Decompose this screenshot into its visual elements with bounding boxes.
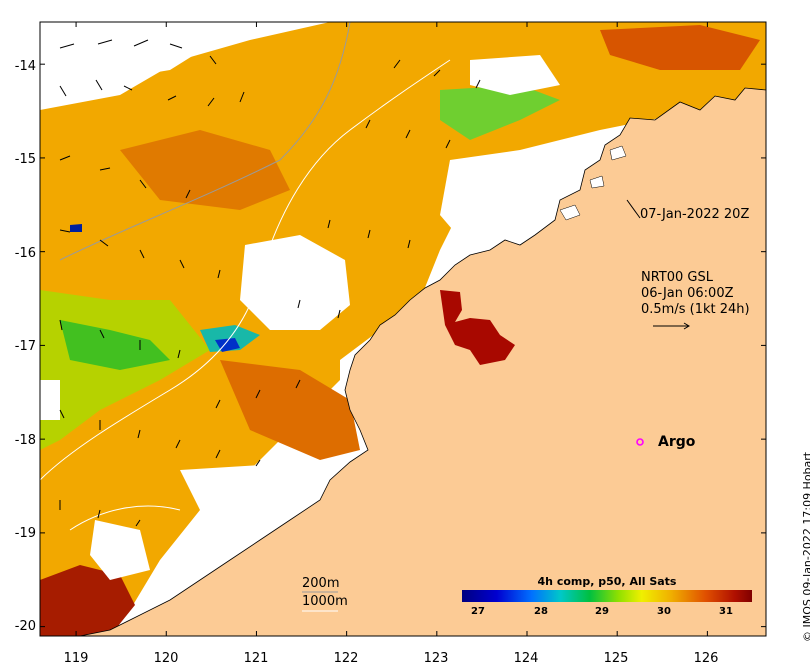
y-tick-label: -19 — [14, 526, 36, 541]
current-model-label: NRT00 GSL — [641, 270, 713, 285]
cloud-gaps — [40, 30, 560, 580]
sst-hot-patch — [120, 130, 290, 210]
x-tick-label: 120 — [153, 651, 179, 666]
x-tick-label: 125 — [603, 651, 629, 666]
coastal-islands — [559, 145, 627, 221]
map-area — [40, 22, 766, 636]
sst-hot-patch — [220, 360, 360, 460]
y-tick-label: -20 — [14, 619, 36, 634]
current-vectors — [59, 39, 481, 527]
y-tick-label: -16 — [14, 246, 36, 261]
x-tick-label: 124 — [513, 651, 539, 666]
land-mass — [79, 87, 766, 636]
x-tick-label: 123 — [423, 651, 449, 666]
contour-200-label: 200m — [302, 576, 340, 591]
sst-time-label: 07-Jan-2022 20Z — [640, 207, 750, 222]
sst-hot-patch — [40, 565, 135, 636]
sst-green-region — [440, 85, 560, 140]
colorbar-tick: 29 — [595, 606, 609, 617]
king-sound-warm-water — [440, 290, 515, 365]
y-tick-label: -14 — [14, 59, 36, 74]
colorbar — [462, 590, 752, 602]
copyright-credit: © IMOS 09-Jan-2022 17:09 Hobart — [801, 451, 810, 642]
x-tick-label: 119 — [63, 651, 89, 666]
sst-hot-patch — [600, 25, 760, 70]
plot-frame — [39, 21, 767, 637]
sst-cold-patch — [70, 224, 82, 232]
y-tick-label: -17 — [14, 339, 36, 354]
contour-1000-label: 1000m — [302, 594, 348, 609]
sst-cool-patch — [60, 320, 170, 370]
sst-time-pointer — [626, 199, 641, 219]
current-scale-arrow — [653, 322, 690, 330]
y-tick-label: -15 — [14, 152, 36, 167]
bathymetry-contours — [40, 22, 451, 531]
y-tick-label: -18 — [14, 433, 36, 448]
x-tick-label: 126 — [693, 651, 719, 666]
colorbar-tick: 31 — [719, 606, 733, 617]
colorbar-tick: 30 — [657, 606, 671, 617]
axis-ticks — [40, 22, 766, 636]
argo-label: Argo — [658, 434, 696, 450]
colorbar-tick: 27 — [471, 606, 485, 617]
argo-float-marker[interactable] — [636, 438, 644, 446]
x-tick-label: 122 — [333, 651, 359, 666]
current-time-label: 06-Jan 06:00Z — [641, 286, 734, 301]
colorbar-tick: 28 — [534, 606, 548, 617]
current-scale-label: 0.5m/s (1kt 24h) — [641, 302, 750, 317]
x-tick-label: 121 — [243, 651, 269, 666]
colorbar-title: 4h comp, p50, All Sats — [537, 575, 677, 588]
